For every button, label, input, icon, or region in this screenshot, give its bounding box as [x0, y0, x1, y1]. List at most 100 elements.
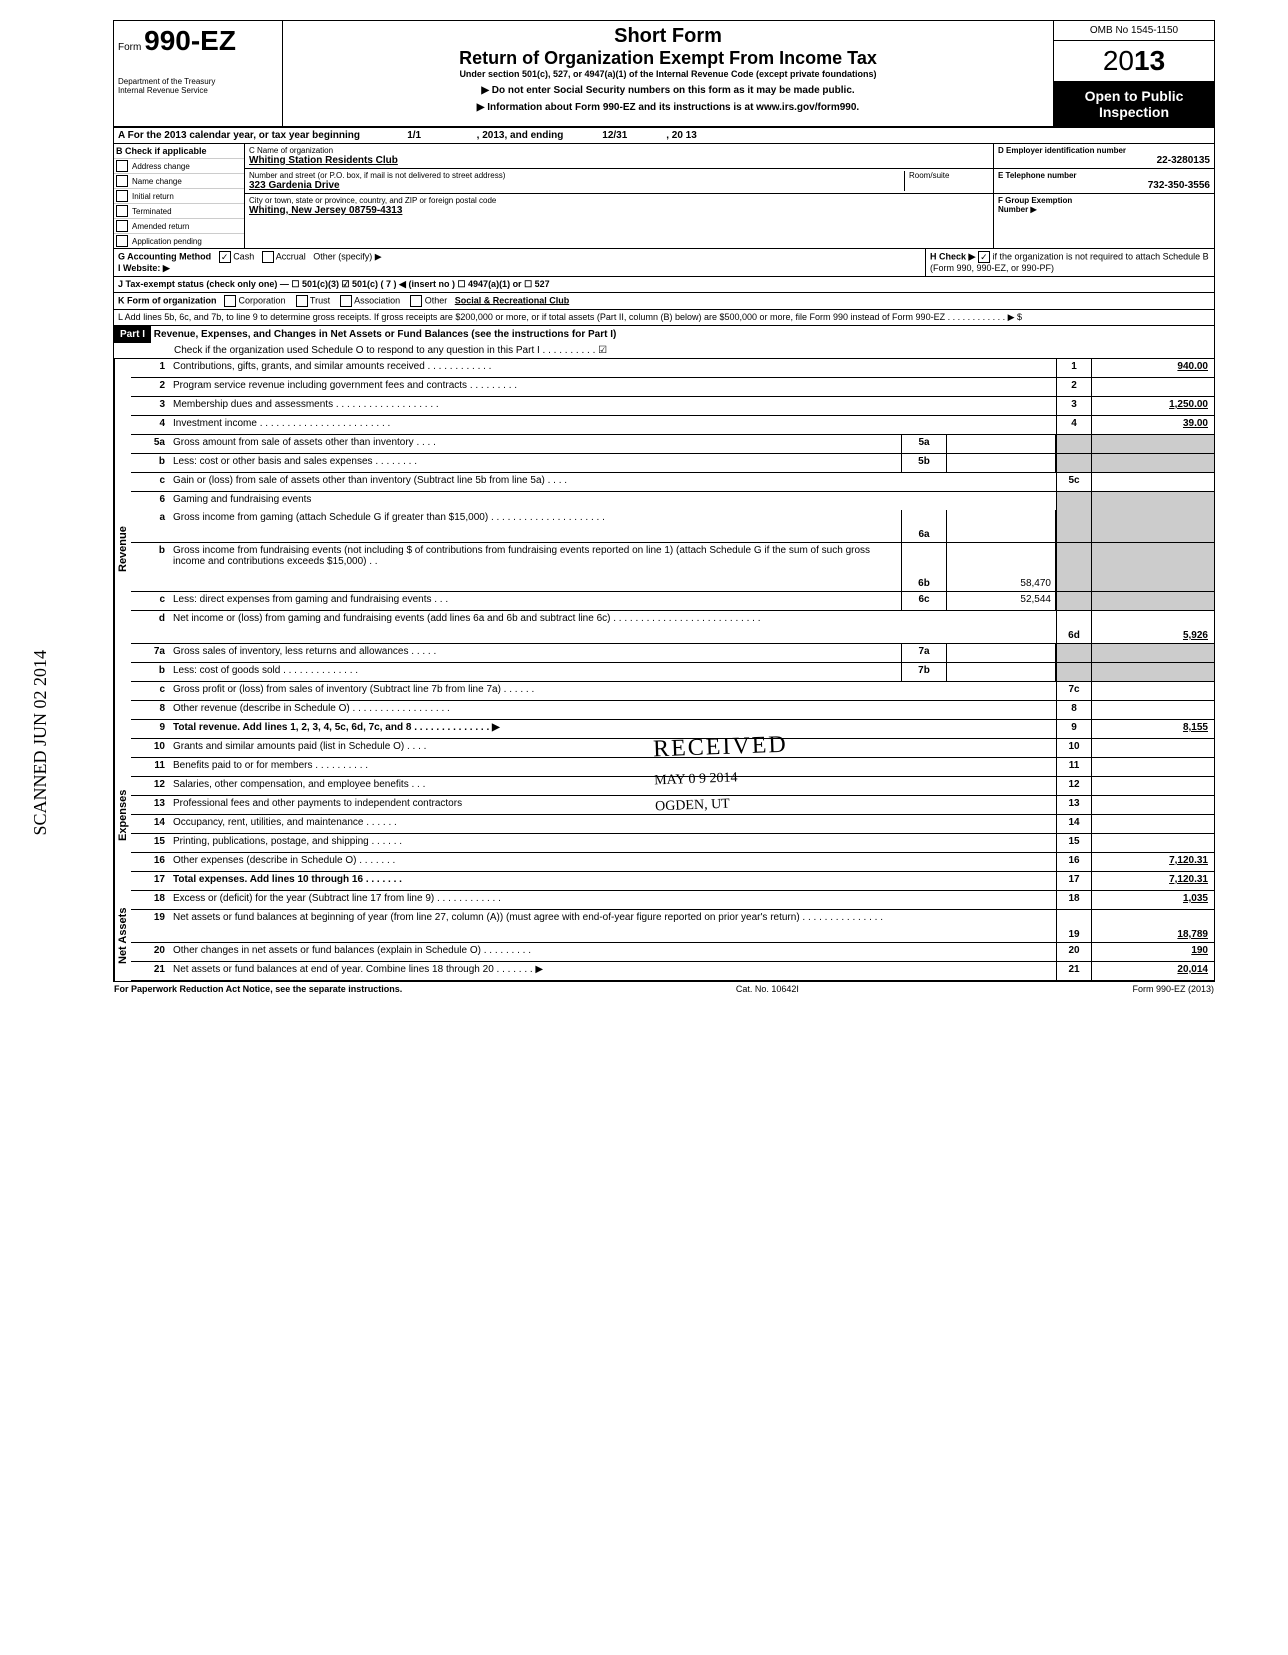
phone-label: E Telephone number: [998, 171, 1210, 180]
line-17: 17Total expenses. Add lines 10 through 1…: [131, 872, 1214, 891]
line-box: 20: [1056, 943, 1091, 961]
row-j: J Tax-exempt status (check only one) — ☐…: [114, 277, 1214, 293]
corp-checkbox[interactable]: [224, 295, 236, 307]
sub-box: 5a: [901, 435, 947, 453]
line-18: 18Excess or (deficit) for the year (Subt…: [131, 891, 1214, 910]
line-num: 17: [131, 872, 169, 890]
netassets-section: Net Assets 18Excess or (deficit) for the…: [114, 891, 1214, 981]
street-label: Number and street (or P.O. box, if mail …: [249, 171, 904, 180]
sub-val: [947, 510, 1056, 542]
header: Form 990-EZ Department of the Treasury I…: [114, 21, 1214, 128]
line-val: 1,035: [1091, 891, 1214, 909]
line-15: 15Printing, publications, postage, and s…: [131, 834, 1214, 853]
website-label: I Website: ▶: [118, 263, 921, 274]
line-num: 18: [131, 891, 169, 909]
col-def: D Employer identification number 22-3280…: [994, 144, 1214, 248]
shaded: [1056, 435, 1091, 453]
shaded: [1056, 543, 1091, 591]
shaded: [1091, 592, 1214, 610]
checkbox-icon: [116, 220, 128, 232]
cb-pending[interactable]: Application pending: [114, 233, 244, 248]
line-num: 2: [131, 378, 169, 396]
line-num: 1: [131, 359, 169, 377]
org-name-label: C Name of organization: [249, 146, 989, 155]
omb-number: OMB No 1545-1150: [1054, 21, 1214, 41]
line-5c: cGain or (loss) from sale of assets othe…: [131, 473, 1214, 492]
row-a: A For the 2013 calendar year, or tax yea…: [114, 128, 1214, 144]
footer-mid: Cat. No. 10642I: [736, 984, 799, 994]
cash-checkbox[interactable]: [219, 251, 231, 263]
sub-val: [947, 663, 1056, 681]
line-12: 12Salaries, other compensation, and empl…: [131, 777, 1214, 796]
line-num: b: [131, 543, 169, 591]
gi-left: G Accounting Method Cash Accrual Other (…: [114, 249, 925, 276]
cb-initial[interactable]: Initial return: [114, 188, 244, 203]
line-desc: Grants and similar amounts paid (list in…: [169, 739, 1056, 757]
line-box: 13: [1056, 796, 1091, 814]
shaded: [1056, 510, 1091, 542]
sub-box: 6b: [901, 543, 947, 591]
accrual-checkbox[interactable]: [262, 251, 274, 263]
line-val: 190: [1091, 943, 1214, 961]
line-desc: Net assets or fund balances at beginning…: [169, 910, 1056, 942]
header-left: Form 990-EZ Department of the Treasury I…: [114, 21, 283, 126]
line-desc: Investment income . . . . . . . . . . . …: [169, 416, 1056, 434]
cb-terminated[interactable]: Terminated: [114, 203, 244, 218]
part1-label: Part I: [114, 326, 151, 343]
line-desc: Gross income from gaming (attach Schedul…: [169, 510, 901, 542]
line-num: b: [131, 454, 169, 472]
info-note: ▶ Information about Form 990-EZ and its …: [291, 102, 1045, 113]
corp-label: Corporation: [239, 295, 286, 305]
assoc-checkbox[interactable]: [340, 295, 352, 307]
sub-val: [947, 644, 1056, 662]
h-checkbox[interactable]: [978, 251, 990, 263]
line-desc: Gross profit or (loss) from sales of inv…: [169, 682, 1056, 700]
sub-val: [947, 454, 1056, 472]
line-21: 21Net assets or fund balances at end of …: [131, 962, 1214, 981]
row-a-begin: 1/1: [407, 130, 421, 141]
netassets-label: Net Assets: [114, 891, 131, 981]
cb-address[interactable]: Address change: [114, 158, 244, 173]
checkbox-icon: [116, 235, 128, 247]
line-19: 19Net assets or fund balances at beginni…: [131, 910, 1214, 943]
line-5b: bLess: cost or other basis and sales exp…: [131, 454, 1214, 473]
sub-box: 5b: [901, 454, 947, 472]
form-number: 990-EZ: [144, 25, 236, 56]
other-checkbox[interactable]: [410, 295, 422, 307]
line-desc: Gaming and fundraising events: [169, 492, 1056, 510]
sub-val: 58,470: [947, 543, 1056, 591]
line-desc: Other changes in net assets or fund bala…: [169, 943, 1056, 961]
trust-checkbox[interactable]: [296, 295, 308, 307]
h-label: H Check ▶: [930, 251, 975, 261]
line-num: 15: [131, 834, 169, 852]
cb-amended[interactable]: Amended return: [114, 218, 244, 233]
line-num: 11: [131, 758, 169, 776]
city: Whiting, New Jersey 08759-4313: [249, 205, 989, 216]
shaded: [1056, 663, 1091, 681]
assoc-label: Association: [354, 295, 400, 305]
line-num: 21: [131, 962, 169, 980]
shaded: [1056, 454, 1091, 472]
cash-label: Cash: [233, 251, 254, 261]
line-6a: aGross income from gaming (attach Schedu…: [131, 510, 1214, 543]
line-num: 5a: [131, 435, 169, 453]
line-desc: Gross income from fundraising events (no…: [169, 543, 901, 591]
accrual-label: Accrual: [276, 251, 306, 261]
line-desc: Net income or (loss) from gaming and fun…: [169, 611, 1056, 643]
cb-name[interactable]: Name change: [114, 173, 244, 188]
line-1: 1Contributions, gifts, grants, and simil…: [131, 359, 1214, 378]
line-desc: Professional fees and other payments to …: [169, 796, 1056, 814]
shaded: [1091, 510, 1214, 542]
line-num: 6: [131, 492, 169, 510]
shaded: [1056, 492, 1091, 510]
cb-label: Initial return: [132, 192, 174, 201]
line-num: a: [131, 510, 169, 542]
cb-label: Address change: [132, 162, 190, 171]
col-c: C Name of organization Whiting Station R…: [245, 144, 994, 248]
line-val: 7,120.31: [1091, 872, 1214, 890]
line-box: 10: [1056, 739, 1091, 757]
line-16: 16Other expenses (describe in Schedule O…: [131, 853, 1214, 872]
col-b: B Check if applicable Address change Nam…: [114, 144, 245, 248]
line-val: 39.00: [1091, 416, 1214, 434]
line-desc: Excess or (deficit) for the year (Subtra…: [169, 891, 1056, 909]
